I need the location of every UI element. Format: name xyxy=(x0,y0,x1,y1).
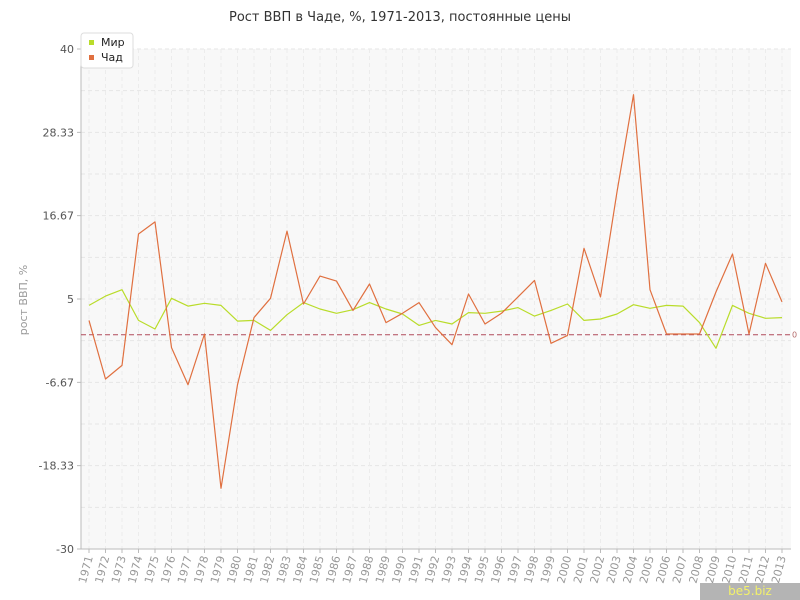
y-tick-label: 16.67 xyxy=(43,210,75,223)
axes xyxy=(77,48,791,553)
chart-title: Рост ВВП в Чаде, %, 1971-2013, постоянны… xyxy=(228,10,571,25)
watermark: be5.biz xyxy=(700,583,800,600)
reference-line-label: 0 xyxy=(792,331,797,340)
reference-line-group: 0 xyxy=(81,331,797,340)
legend-swatch xyxy=(89,55,94,60)
y-tick-label: 40 xyxy=(60,43,74,56)
legend-label: Мир xyxy=(101,36,125,49)
y-tick-label: -18.33 xyxy=(39,460,74,473)
series-line-chad xyxy=(88,94,783,489)
y-axis-title: рост ВВП, % xyxy=(17,265,30,335)
legend-label: Чад xyxy=(101,51,123,64)
y-tick-label: 5 xyxy=(67,293,74,306)
series-line-world xyxy=(88,289,783,349)
y-tick-labels: 40 28.33 16.67 5 -6.67 -18.33 -30 xyxy=(39,43,74,556)
y-tick-label: 28.33 xyxy=(43,126,75,139)
y-tick-label: -6.67 xyxy=(46,376,74,389)
y-tick-label: -30 xyxy=(56,543,74,556)
series-lines xyxy=(88,94,783,489)
legend: Мир Чад xyxy=(80,32,134,69)
x-tick-labels: 1971197219731974197519761977197819791980… xyxy=(76,554,789,584)
grid xyxy=(81,48,791,550)
legend-swatch xyxy=(89,40,94,45)
